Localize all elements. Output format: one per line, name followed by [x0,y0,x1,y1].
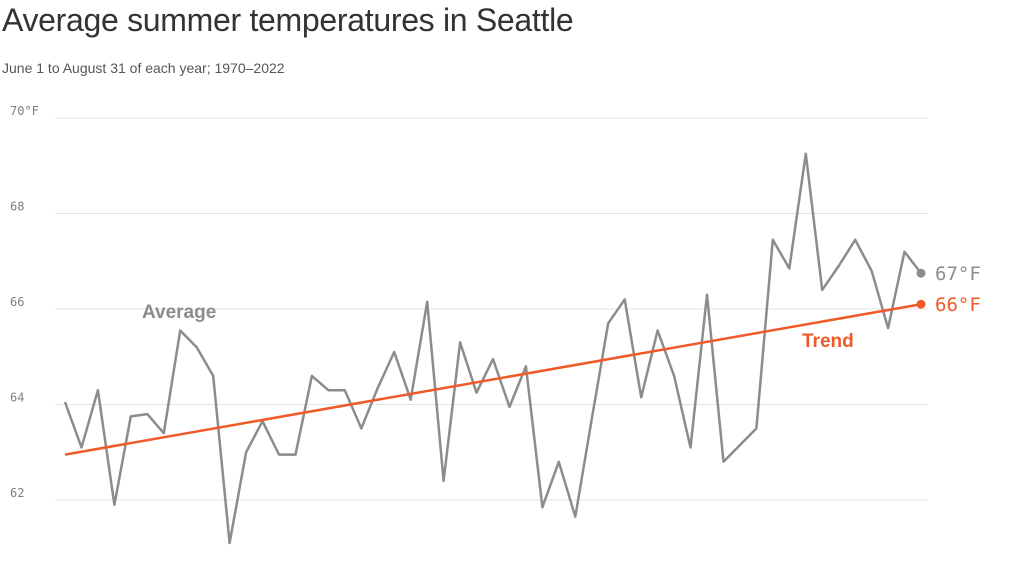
y-tick-label-64: 64 [10,391,24,405]
trend-end-marker [916,299,926,309]
average-end-label: 67°F [935,263,981,285]
y-tick-label-62: 62 [10,486,24,500]
trend-series-label: Trend [802,331,854,352]
trend-end-label: 66°F [935,294,981,316]
average-line [63,152,922,545]
chart-subtitle: June 1 to August 31 of each year; 1970–2… [2,60,285,76]
trend-line [64,302,922,456]
gridlines [55,117,928,501]
y-tick-label-70: 70°F [10,104,39,118]
series-lines [63,152,926,545]
y-axis-tick-labels: 62 64 66 68 70°F [10,104,39,500]
y-tick-label-66: 66 [10,295,24,309]
average-series-label: Average [142,302,216,323]
average-end-marker [916,268,926,278]
series-labels: 67°F 66°F Average Trend [142,263,981,352]
y-tick-label-68: 68 [10,200,24,214]
chart-title: Average summer temperatures in Seattle [2,2,574,38]
